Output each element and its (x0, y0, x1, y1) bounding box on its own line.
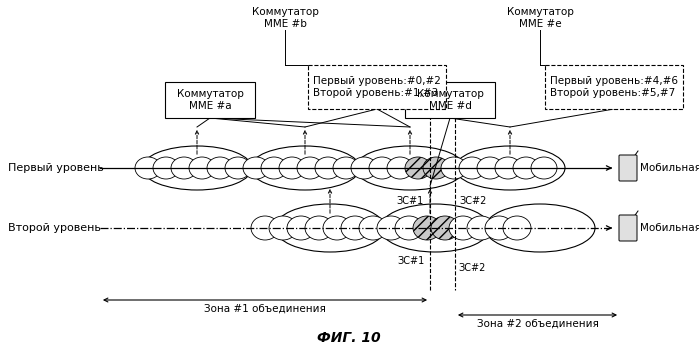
Text: ЗС#1: ЗС#1 (398, 256, 425, 266)
FancyBboxPatch shape (619, 215, 637, 241)
Ellipse shape (431, 216, 459, 240)
Text: Мобильная станция #a: Мобильная станция #a (640, 163, 699, 173)
Text: Коммутатор
MME #d: Коммутатор MME #d (417, 89, 484, 111)
Ellipse shape (315, 157, 341, 179)
Ellipse shape (251, 216, 279, 240)
FancyBboxPatch shape (619, 155, 637, 181)
Text: Коммутатор
MME #a: Коммутатор MME #a (177, 89, 243, 111)
Ellipse shape (413, 216, 441, 240)
Ellipse shape (377, 216, 405, 240)
Text: ФИГ. 10: ФИГ. 10 (317, 331, 381, 345)
Ellipse shape (477, 157, 503, 179)
FancyBboxPatch shape (308, 65, 446, 109)
Ellipse shape (261, 157, 287, 179)
Ellipse shape (333, 157, 359, 179)
Text: ЗС#2: ЗС#2 (459, 196, 487, 206)
Text: Второй уровень: Второй уровень (8, 223, 101, 233)
Ellipse shape (495, 157, 521, 179)
Ellipse shape (153, 157, 179, 179)
Ellipse shape (467, 216, 495, 240)
Text: Зона #2 объединения: Зона #2 объединения (477, 319, 598, 329)
Text: ЗС#2: ЗС#2 (458, 263, 485, 273)
Ellipse shape (225, 157, 251, 179)
Ellipse shape (323, 216, 351, 240)
Ellipse shape (269, 216, 297, 240)
Ellipse shape (207, 157, 233, 179)
Ellipse shape (513, 157, 539, 179)
Ellipse shape (459, 157, 485, 179)
Text: Первый уровень: Первый уровень (8, 163, 103, 173)
Ellipse shape (297, 157, 323, 179)
Text: Первый уровень:#4,#6
Второй уровень:#5,#7: Первый уровень:#4,#6 Второй уровень:#5,#… (550, 76, 678, 98)
Text: ЗС#1: ЗС#1 (397, 196, 424, 206)
Text: Зона #1 объединения: Зона #1 объединения (204, 304, 326, 314)
Ellipse shape (135, 157, 161, 179)
Text: Мобильная станция #b: Мобильная станция #b (640, 223, 699, 233)
Ellipse shape (395, 216, 423, 240)
FancyBboxPatch shape (165, 82, 255, 118)
Ellipse shape (305, 216, 333, 240)
Ellipse shape (243, 157, 269, 179)
Ellipse shape (531, 157, 557, 179)
Ellipse shape (341, 216, 369, 240)
Ellipse shape (351, 157, 377, 179)
Ellipse shape (171, 157, 197, 179)
Ellipse shape (189, 157, 215, 179)
Text: Коммутатор
MME #e: Коммутатор MME #e (507, 7, 573, 29)
Ellipse shape (449, 216, 477, 240)
Ellipse shape (503, 216, 531, 240)
Ellipse shape (423, 157, 449, 179)
Ellipse shape (405, 157, 431, 179)
Ellipse shape (485, 216, 513, 240)
Text: Первый уровень:#0,#2
Второй уровень:#1,#3: Первый уровень:#0,#2 Второй уровень:#1,#… (313, 76, 441, 98)
Ellipse shape (441, 157, 467, 179)
Text: Коммутатор
MME #b: Коммутатор MME #b (252, 7, 319, 29)
Ellipse shape (387, 157, 413, 179)
Ellipse shape (279, 157, 305, 179)
Ellipse shape (359, 216, 387, 240)
Ellipse shape (369, 157, 395, 179)
FancyBboxPatch shape (405, 82, 495, 118)
FancyBboxPatch shape (545, 65, 683, 109)
Ellipse shape (287, 216, 315, 240)
